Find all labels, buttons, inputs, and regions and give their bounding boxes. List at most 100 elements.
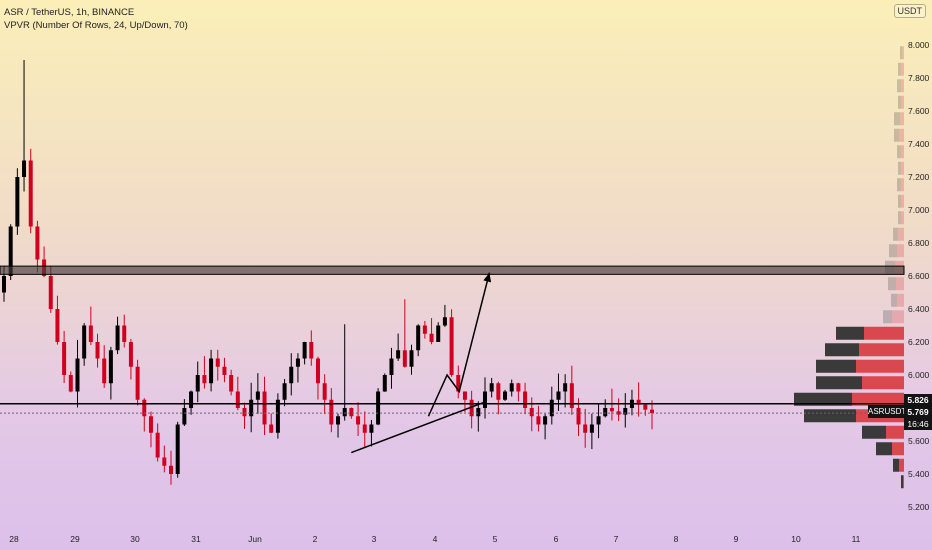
projection-arrow[interactable] [427, 272, 491, 417]
volume-bar-down [899, 128, 904, 142]
candle-body [536, 416, 541, 425]
time-tick: 6 [553, 534, 559, 544]
candle-body [2, 276, 6, 293]
projection-arrow-head [483, 272, 492, 283]
time-tick: 8 [673, 534, 679, 544]
candle-body [155, 432, 160, 458]
candle-body [289, 366, 294, 384]
candle-body [409, 350, 414, 367]
candle-body [376, 391, 381, 425]
candle-body [396, 350, 401, 359]
volume-bar-up [898, 95, 901, 109]
volume-bar-up [898, 161, 901, 175]
candle-body [169, 465, 174, 474]
candle-body [122, 325, 127, 342]
candle-body [650, 409, 654, 413]
candle-body [516, 383, 521, 392]
volume-bar-up [893, 227, 898, 241]
candle-body [469, 399, 474, 417]
candle-body [382, 375, 387, 392]
candle-body [636, 399, 641, 405]
candle-body [416, 325, 421, 351]
candle-body [322, 383, 327, 400]
time-tick: 4 [432, 534, 438, 544]
time-tick: 11 [851, 534, 861, 544]
candle-body [523, 391, 528, 408]
rising-trendline[interactable] [351, 400, 487, 454]
candle-body [75, 358, 80, 392]
candle-body [482, 391, 487, 408]
volume-bar-down [900, 112, 904, 126]
currency-button[interactable]: USDT [893, 4, 926, 18]
volume-bar-down [892, 310, 904, 324]
candles [2, 59, 654, 485]
candle-body [462, 391, 467, 400]
volume-bar-down [898, 227, 904, 241]
volume-bar-down [903, 475, 904, 489]
volume-profile [794, 46, 904, 489]
volume-bar-up [816, 376, 862, 390]
price-tick: 5.400 [908, 469, 930, 479]
volume-bar-down [901, 211, 904, 225]
candle-body [576, 408, 581, 425]
volume-bar-down [862, 376, 904, 390]
volume-bar-down [864, 326, 904, 340]
time-tick: 30 [130, 534, 140, 544]
volume-bar-down [856, 359, 904, 373]
candle-body [95, 342, 100, 359]
candle-body [563, 383, 568, 392]
volume-bar-up [883, 310, 892, 324]
volume-bar-down [901, 62, 904, 76]
chart-header: ASR / TetherUS, 1h, BINANCE VPVR (Number… [4, 6, 188, 32]
candle-body [489, 383, 494, 392]
candle-body [336, 416, 341, 425]
volume-bar-down [902, 46, 904, 60]
volume-bar-down [892, 442, 904, 456]
price-tick: 7.200 [908, 172, 930, 182]
volume-bar-up [893, 458, 899, 472]
candle-body [222, 366, 227, 375]
candle-body [456, 375, 461, 392]
candle-body [282, 383, 287, 400]
candle-body [596, 416, 601, 425]
volume-bar-down [901, 178, 904, 192]
volume-bar-up [897, 79, 901, 93]
candle-body [315, 358, 320, 384]
volume-bar-down [901, 95, 904, 109]
candle-body [148, 416, 153, 433]
price-tick: 7.000 [908, 205, 930, 215]
resistance-zone[interactable] [0, 265, 905, 275]
candle-body [108, 350, 113, 384]
last-price-tag: 5.769 [904, 406, 932, 419]
volume-bar-up [901, 475, 903, 489]
candle-body [503, 391, 508, 400]
candle-body [429, 333, 434, 342]
symbol-title[interactable]: ASR / TetherUS, 1h, BINANCE [4, 7, 135, 18]
price-tick: 6.000 [908, 370, 930, 380]
candle-body [229, 375, 234, 392]
price-tick: 7.800 [908, 73, 930, 83]
candle-body [28, 160, 33, 227]
candle-body [68, 375, 73, 392]
candle-body [589, 424, 594, 433]
support-price-tag: 5.826 [904, 394, 932, 407]
time-tick: 3 [371, 534, 377, 544]
candle-body [215, 358, 220, 367]
indicator-label[interactable]: VPVR (Number Of Rows, 24, Up/Down, 70) [4, 20, 188, 31]
candle-body [549, 399, 554, 417]
candle-body [275, 399, 280, 433]
candle-body [102, 358, 107, 384]
candle-body [255, 391, 260, 400]
candle-body [115, 325, 120, 351]
time-tick: Jun [248, 534, 262, 544]
candle-body [329, 399, 334, 425]
volume-bar-up [888, 277, 896, 291]
candle-body [556, 391, 561, 400]
candle-body [35, 226, 40, 260]
candle-body [623, 408, 628, 415]
candle-body [82, 325, 87, 359]
candle-body [583, 424, 588, 433]
candle-body [369, 424, 374, 433]
volume-bar-up [897, 178, 901, 192]
